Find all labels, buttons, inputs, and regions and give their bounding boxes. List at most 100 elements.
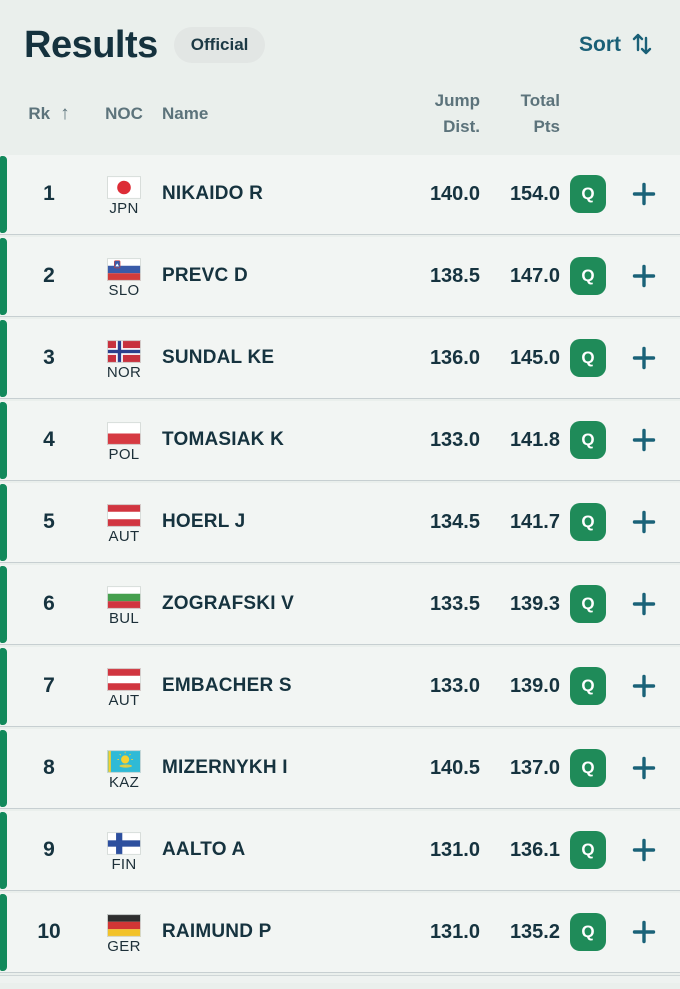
plus-icon bbox=[632, 510, 656, 534]
jump-dist-value: 133.0 bbox=[429, 674, 480, 697]
total-pts-value: 136.1 bbox=[509, 838, 560, 861]
expand-row-button[interactable] bbox=[626, 668, 662, 704]
athlete-name: PREVC D bbox=[162, 265, 248, 287]
table-row[interactable]: 7 AUT EMBACHER S 133.0 139.0 Q bbox=[0, 646, 680, 727]
table-row[interactable]: 8 KAZ MIZERNYKH I 140.5 137.0 Q bbox=[0, 728, 680, 809]
expand-row-button[interactable] bbox=[626, 176, 662, 212]
qualified-cell: Q bbox=[560, 667, 616, 706]
qualified-badge: Q bbox=[570, 667, 606, 706]
expand-row-button[interactable] bbox=[626, 504, 662, 540]
rank-value: 2 bbox=[43, 264, 55, 288]
noc-code: KAZ bbox=[108, 773, 140, 791]
results-header: Results Official Sort bbox=[0, 0, 680, 82]
qualified-cell: Q bbox=[560, 831, 616, 870]
flag-aut-icon bbox=[107, 667, 141, 691]
total-pts-value: 135.2 bbox=[509, 920, 560, 943]
table-row[interactable]: 5 AUT HOERL J 134.5 141.7 Q bbox=[0, 482, 680, 563]
qualified-badge: Q bbox=[570, 421, 606, 460]
column-header-jump-dist: Jump Dist. bbox=[434, 91, 480, 137]
noc-cell: SLO bbox=[88, 254, 160, 299]
expand-cell bbox=[616, 832, 672, 868]
jump-dist-value: 138.5 bbox=[429, 264, 480, 287]
official-status-badge: Official bbox=[173, 27, 266, 63]
jump-dist-value: 133.5 bbox=[429, 592, 480, 615]
plus-icon bbox=[632, 920, 656, 944]
plus-icon bbox=[632, 756, 656, 780]
sort-button[interactable]: Sort bbox=[579, 29, 654, 61]
table-row[interactable]: 3 NOR SUNDAL KE 136.0 145.0 Q bbox=[0, 318, 680, 399]
expand-row-button[interactable] bbox=[626, 340, 662, 376]
row-accent-bar bbox=[0, 811, 7, 889]
plus-icon bbox=[632, 428, 656, 452]
table-row[interactable]: 10 GER RAIMUND P 131.0 135.2 Q bbox=[0, 892, 680, 973]
athlete-name: MIZERNYKH I bbox=[162, 757, 288, 779]
rank-value: 4 bbox=[43, 428, 55, 452]
rank-value: 1 bbox=[43, 182, 55, 206]
table-row[interactable]: 2 SLO PREVC D 138.5 147.0 Q bbox=[0, 236, 680, 317]
expand-row-button[interactable] bbox=[626, 832, 662, 868]
sort-arrows-icon bbox=[630, 29, 654, 61]
rank-value: 10 bbox=[37, 920, 61, 944]
expand-row-button[interactable] bbox=[626, 914, 662, 950]
plus-icon bbox=[632, 182, 656, 206]
rank-value: 8 bbox=[43, 756, 55, 780]
qualified-cell: Q bbox=[560, 339, 616, 378]
total-pts-value: 145.0 bbox=[509, 346, 560, 369]
noc-cell: AUT bbox=[88, 664, 160, 709]
qualified-cell: Q bbox=[560, 749, 616, 788]
row-accent-bar bbox=[0, 647, 7, 725]
total-pts-value: 147.0 bbox=[509, 264, 560, 287]
flag-aut-icon bbox=[107, 503, 141, 527]
noc-code: POL bbox=[108, 445, 140, 463]
jump-dist-value: 140.5 bbox=[429, 756, 480, 779]
row-accent-bar bbox=[0, 401, 7, 479]
table-header-row: Rk ↑ NOC Name Jump Dist. Total Pts bbox=[0, 82, 680, 155]
table-row[interactable]: 6 BUL ZOGRAFSKI V 133.5 139.3 Q bbox=[0, 564, 680, 645]
qualified-badge: Q bbox=[570, 585, 606, 624]
qualified-badge: Q bbox=[570, 831, 606, 870]
athlete-name: NIKAIDO R bbox=[162, 183, 264, 205]
athlete-name: AALTO A bbox=[162, 839, 246, 861]
jump-dist-value: 131.0 bbox=[429, 920, 480, 943]
row-accent-bar bbox=[0, 893, 7, 971]
expand-row-button[interactable] bbox=[626, 586, 662, 622]
expand-cell bbox=[616, 586, 672, 622]
qualified-cell: Q bbox=[560, 257, 616, 296]
expand-cell bbox=[616, 504, 672, 540]
jump-dist-value: 131.0 bbox=[429, 838, 480, 861]
athlete-name: RAIMUND P bbox=[162, 921, 272, 943]
qualified-cell: Q bbox=[560, 503, 616, 542]
page-title: Results bbox=[24, 23, 158, 66]
flag-pol-icon bbox=[107, 421, 141, 445]
qualified-badge: Q bbox=[570, 913, 606, 952]
expand-cell bbox=[616, 668, 672, 704]
table-row[interactable]: 9 FIN AALTO A 131.0 136.1 Q bbox=[0, 810, 680, 891]
expand-row-button[interactable] bbox=[626, 422, 662, 458]
row-accent-bar bbox=[0, 565, 7, 643]
sort-button-label: Sort bbox=[579, 33, 621, 56]
column-header-rank[interactable]: Rk ↑ bbox=[28, 103, 70, 125]
qualified-badge: Q bbox=[570, 175, 606, 214]
noc-code: BUL bbox=[108, 609, 140, 627]
expand-cell bbox=[616, 258, 672, 294]
table-row[interactable]: 4 POL TOMASIAK K 133.0 141.8 Q bbox=[0, 400, 680, 481]
expand-row-button[interactable] bbox=[626, 750, 662, 786]
noc-cell: NOR bbox=[88, 336, 160, 381]
total-pts-value: 137.0 bbox=[509, 756, 560, 779]
flag-ger-icon bbox=[107, 913, 141, 937]
athlete-name: HOERL J bbox=[162, 511, 246, 533]
noc-code: AUT bbox=[108, 527, 140, 545]
total-pts-value: 139.0 bbox=[509, 674, 560, 697]
noc-cell: POL bbox=[88, 418, 160, 463]
qualified-badge: Q bbox=[570, 503, 606, 542]
expand-cell bbox=[616, 422, 672, 458]
total-pts-value: 141.8 bbox=[509, 428, 560, 451]
rank-value: 3 bbox=[43, 346, 55, 370]
plus-icon bbox=[632, 674, 656, 698]
table-row[interactable]: 1 JPN NIKAIDO R 140.0 154.0 Q bbox=[0, 154, 680, 235]
jump-dist-value: 134.5 bbox=[429, 510, 480, 533]
expand-row-button[interactable] bbox=[626, 258, 662, 294]
jump-dist-value: 136.0 bbox=[429, 346, 480, 369]
results-list: 1 JPN NIKAIDO R 140.0 154.0 Q 2 SLO PREV… bbox=[0, 154, 680, 973]
flag-slo-icon bbox=[107, 257, 141, 281]
